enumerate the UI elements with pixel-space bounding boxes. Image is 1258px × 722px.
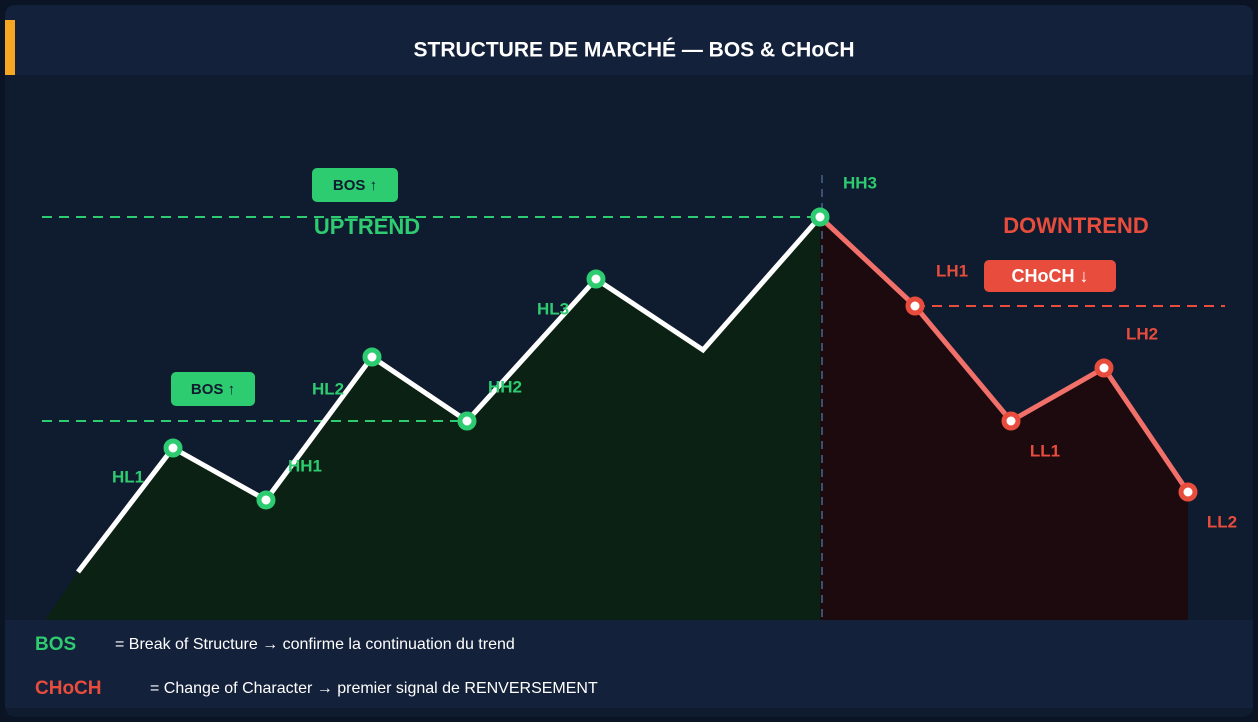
legend-bar [5,620,1253,708]
point [586,269,606,289]
swing-points-up [163,207,830,510]
price-up [76,215,822,574]
badge-text: BOS ↑ [333,177,377,194]
badge-text: BOS ↑ [191,381,235,398]
point [1178,482,1198,502]
point-label: LH2 [1126,324,1158,343]
legend-term: BOS [35,634,76,655]
point [1094,358,1114,378]
point [256,490,276,510]
point [163,438,183,458]
point-label: HL2 [312,379,344,398]
point [362,347,382,367]
point-label: LH1 [936,261,968,280]
point [457,411,477,431]
badge [312,168,398,202]
point [905,296,925,316]
legend-text: = Break of Structure → confirme la conti… [115,636,515,653]
point-label: HL3 [537,299,569,318]
point-label: LL2 [1207,512,1237,531]
accent [5,20,15,75]
legend-text: = Change of Character → premier signal d… [150,680,598,697]
point [810,207,830,227]
point-label: LL1 [1030,441,1060,460]
legend-term: CHoCH [35,678,102,699]
badge-text: CHoCH ↓ [1012,266,1089,286]
point-label: HH2 [488,377,522,396]
badge [171,372,255,406]
header-bar [5,5,1253,75]
trend-label: DOWNTREND [1003,213,1148,238]
up-area [45,217,820,620]
title: STRUCTURE DE MARCHÉ — BOS & CHoCH [414,39,855,62]
trend-label: UPTREND [314,214,420,239]
badge [984,260,1116,292]
point-label: HH1 [288,456,322,475]
point-label: HH3 [843,173,877,192]
point [1001,411,1021,431]
point-label: HL1 [112,467,144,486]
swing-points-down [905,296,1198,502]
